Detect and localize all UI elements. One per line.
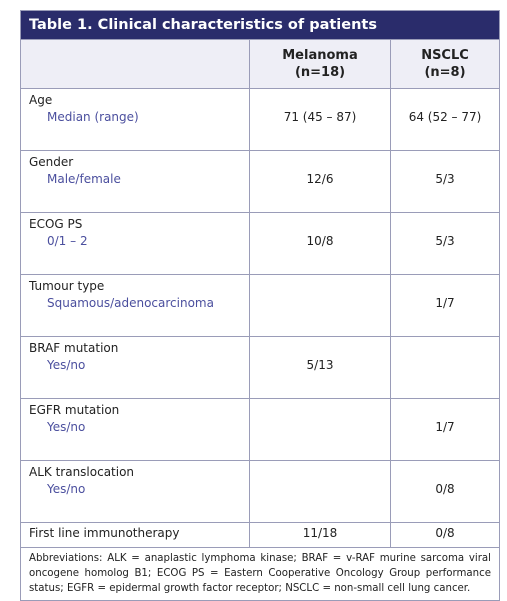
cell-value: 5/3 bbox=[435, 234, 455, 248]
cell-value: 1/7 bbox=[435, 420, 455, 434]
table-card: Table 1. Clinical characteristics of pat… bbox=[20, 10, 500, 601]
value-cell: 5/13 bbox=[249, 336, 391, 399]
row-label: First line immunotherapy bbox=[29, 526, 180, 540]
cell-value: 5/13 bbox=[306, 358, 334, 372]
header-cell: NSCLC (n=8) bbox=[390, 39, 499, 89]
row-label: BRAF mutation bbox=[29, 341, 119, 355]
value-cell: 5/3 bbox=[390, 150, 499, 213]
row-label: Gender bbox=[29, 155, 74, 169]
value-cell: 11/18 bbox=[249, 522, 391, 547]
header-cell: Melanoma (n=18) bbox=[249, 39, 391, 89]
label-cell: ALK translocation Yes/no bbox=[21, 460, 250, 523]
label-cell: BRAF mutation Yes/no bbox=[21, 336, 250, 399]
row-label: EGFR mutation bbox=[29, 403, 120, 417]
row-label: Tumour type bbox=[29, 279, 105, 293]
value-cell: 12/6 bbox=[249, 150, 391, 213]
column-name: Melanoma bbox=[282, 48, 358, 63]
row-sublabel: 0/1 – 2 bbox=[47, 234, 88, 248]
page: Table 1. Clinical characteristics of pat… bbox=[20, 10, 500, 601]
table: Melanoma (n=18) NSCLC (n=8) Age Median (range… bbox=[21, 39, 499, 547]
row: EGFR mutation Yes/no 1/7 bbox=[21, 398, 499, 461]
row-sublabel: Yes/no bbox=[47, 482, 86, 496]
cell-value: 1/7 bbox=[435, 296, 455, 310]
header-cell bbox=[21, 39, 250, 89]
row-label: Age bbox=[29, 93, 53, 107]
value-cell: 5/3 bbox=[390, 212, 499, 275]
value-cell: 10/8 bbox=[249, 212, 391, 275]
row-sublabel: Yes/no bbox=[47, 358, 86, 372]
cell-value: 11/18 bbox=[302, 526, 338, 540]
row-sublabel: Yes/no bbox=[47, 420, 86, 434]
label-cell: First line immunotherapy bbox=[21, 522, 250, 547]
value-cell: 71 (45 – 87) bbox=[249, 88, 391, 151]
row-sublabel: Median (range) bbox=[47, 110, 139, 124]
label-cell: Tumour type Squamous/adenocarcinoma bbox=[21, 274, 250, 337]
cell-value: 64 (52 – 77) bbox=[408, 110, 482, 124]
value-cell: 64 (52 – 77) bbox=[390, 88, 499, 151]
row: Tumour type Squamous/adenocarcinoma 1/7 bbox=[21, 274, 499, 337]
row-label: ALK translocation bbox=[29, 465, 135, 479]
value-cell: 0/8 bbox=[390, 522, 499, 547]
column-n: (n=18) bbox=[294, 65, 346, 80]
row: ALK translocation Yes/no 0/8 bbox=[21, 460, 499, 523]
cell-value: 5/3 bbox=[435, 172, 455, 186]
label-cell: EGFR mutation Yes/no bbox=[21, 398, 250, 461]
table-title: Table 1. Clinical characteristics of pat… bbox=[21, 11, 499, 39]
row-sublabel: Squamous/adenocarcinoma bbox=[47, 296, 214, 310]
label-cell: Gender Male/female bbox=[21, 150, 250, 213]
column-n: (n=8) bbox=[424, 65, 466, 80]
value-cell: 1/7 bbox=[390, 398, 499, 461]
cell-value: 12/6 bbox=[306, 172, 334, 186]
value-cell: 1/7 bbox=[390, 274, 499, 337]
row: ECOG PS 0/1 – 2 10/8 5/3 bbox=[21, 212, 499, 275]
cell-value: 10/8 bbox=[306, 234, 334, 248]
cell-value: 0/8 bbox=[435, 482, 455, 496]
row: BRAF mutation Yes/no 5/13 bbox=[21, 336, 499, 399]
cell-value: 0/8 bbox=[435, 526, 455, 540]
row: Age Median (range) 71 (45 – 87) 64 (52 – 77… bbox=[21, 88, 499, 151]
row-sublabel: Male/female bbox=[47, 172, 121, 186]
value-cell bbox=[390, 336, 499, 399]
value-cell bbox=[249, 398, 391, 461]
row: First line immunotherapy 11/18 0/8 bbox=[21, 522, 499, 547]
row: Gender Male/female 12/6 5/3 bbox=[21, 150, 499, 213]
value-cell bbox=[249, 460, 391, 523]
value-cell bbox=[249, 274, 391, 337]
column-name: NSCLC bbox=[421, 48, 469, 63]
row-label: ECOG PS bbox=[29, 217, 83, 231]
value-cell: 0/8 bbox=[390, 460, 499, 523]
label-cell: ECOG PS 0/1 – 2 bbox=[21, 212, 250, 275]
label-cell: Age Median (range) bbox=[21, 88, 250, 151]
cell-value: 71 (45 – 87) bbox=[283, 110, 357, 124]
footnote: Abbreviations: ALK = anaplastic lymphoma… bbox=[21, 547, 499, 600]
header-row: Melanoma (n=18) NSCLC (n=8) bbox=[21, 39, 499, 89]
